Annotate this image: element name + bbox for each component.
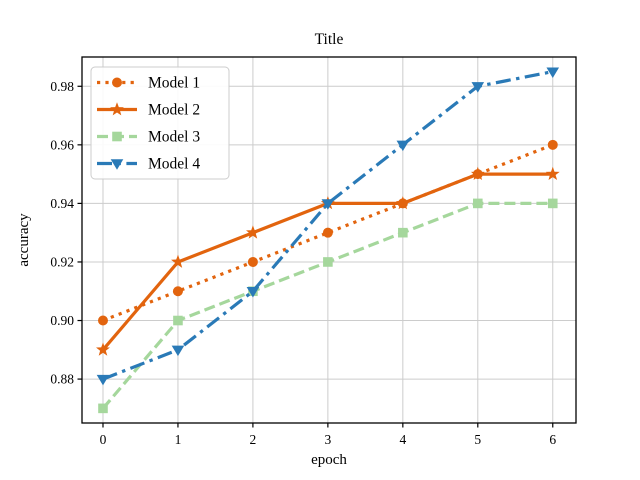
square-marker — [112, 131, 122, 142]
x-tick-label: 5 — [474, 432, 481, 447]
star-marker — [171, 254, 185, 268]
star-marker — [545, 166, 560, 180]
triangle-down-marker — [246, 287, 260, 298]
triangle-down-marker — [471, 82, 485, 93]
star-marker — [470, 166, 485, 180]
circle-marker — [547, 139, 558, 150]
y-tick-label: 0.94 — [50, 196, 74, 211]
x-tick-label: 3 — [325, 432, 332, 447]
circle-marker — [322, 227, 333, 238]
legend-label: Model 3 — [148, 129, 200, 146]
square-marker — [472, 198, 483, 209]
y-tick-label: 0.88 — [50, 372, 74, 387]
y-tick-label: 0.98 — [50, 79, 74, 94]
triangle-down-marker — [546, 67, 560, 78]
series-layer — [96, 67, 560, 414]
triangle-down-marker — [110, 159, 124, 170]
legend-item: Model 3 — [97, 129, 200, 146]
x-tick-label: 0 — [100, 432, 107, 447]
square-marker — [98, 403, 108, 414]
legend: Model 1 Model 2 Model 3 Model 4 — [90, 66, 230, 180]
triangle-down-marker — [396, 140, 410, 152]
square-marker — [173, 315, 183, 326]
triangle-down-marker — [96, 374, 110, 386]
triangle-down-marker — [171, 345, 185, 357]
square-marker — [547, 198, 558, 209]
legend-box — [90, 66, 230, 180]
x-tick-label: 2 — [250, 432, 257, 447]
series-model-4 — [96, 67, 560, 386]
y-tick-label: 0.92 — [50, 255, 74, 270]
legend-item: Model 2 — [97, 102, 200, 119]
square-marker — [323, 257, 333, 267]
x-tick-label: 6 — [549, 432, 556, 447]
star-marker — [246, 225, 260, 239]
x-tick-label: 1 — [175, 432, 182, 447]
legend-label: Model 4 — [148, 156, 200, 173]
legend-item: Model 4 — [97, 156, 200, 173]
circle-marker — [247, 256, 258, 267]
star-marker — [96, 342, 110, 356]
axes-layer: 0 1 2 3 4 5 6 0.88 0.90 0.92 0.94 0.96 0.98 — [50, 56, 577, 447]
circle-marker — [112, 77, 122, 88]
x-axis-label: epoch — [311, 452, 347, 468]
triangle-down-marker — [321, 199, 335, 210]
x-tick-label: 4 — [399, 432, 406, 447]
star-marker — [395, 196, 410, 210]
legend-item: Model 1 — [97, 75, 200, 92]
y-axis-label: accuracy — [16, 213, 32, 267]
chart-title: Title — [315, 31, 344, 48]
star-marker — [110, 102, 124, 116]
legend-label: Model 2 — [148, 102, 200, 119]
square-marker — [398, 227, 408, 238]
y-tick-label: 0.90 — [50, 313, 74, 328]
legend-label: Model 1 — [148, 75, 200, 92]
circle-marker — [97, 315, 108, 326]
plot-frame — [81, 56, 577, 424]
y-tick-label: 0.96 — [50, 137, 74, 152]
circle-marker — [172, 286, 183, 297]
